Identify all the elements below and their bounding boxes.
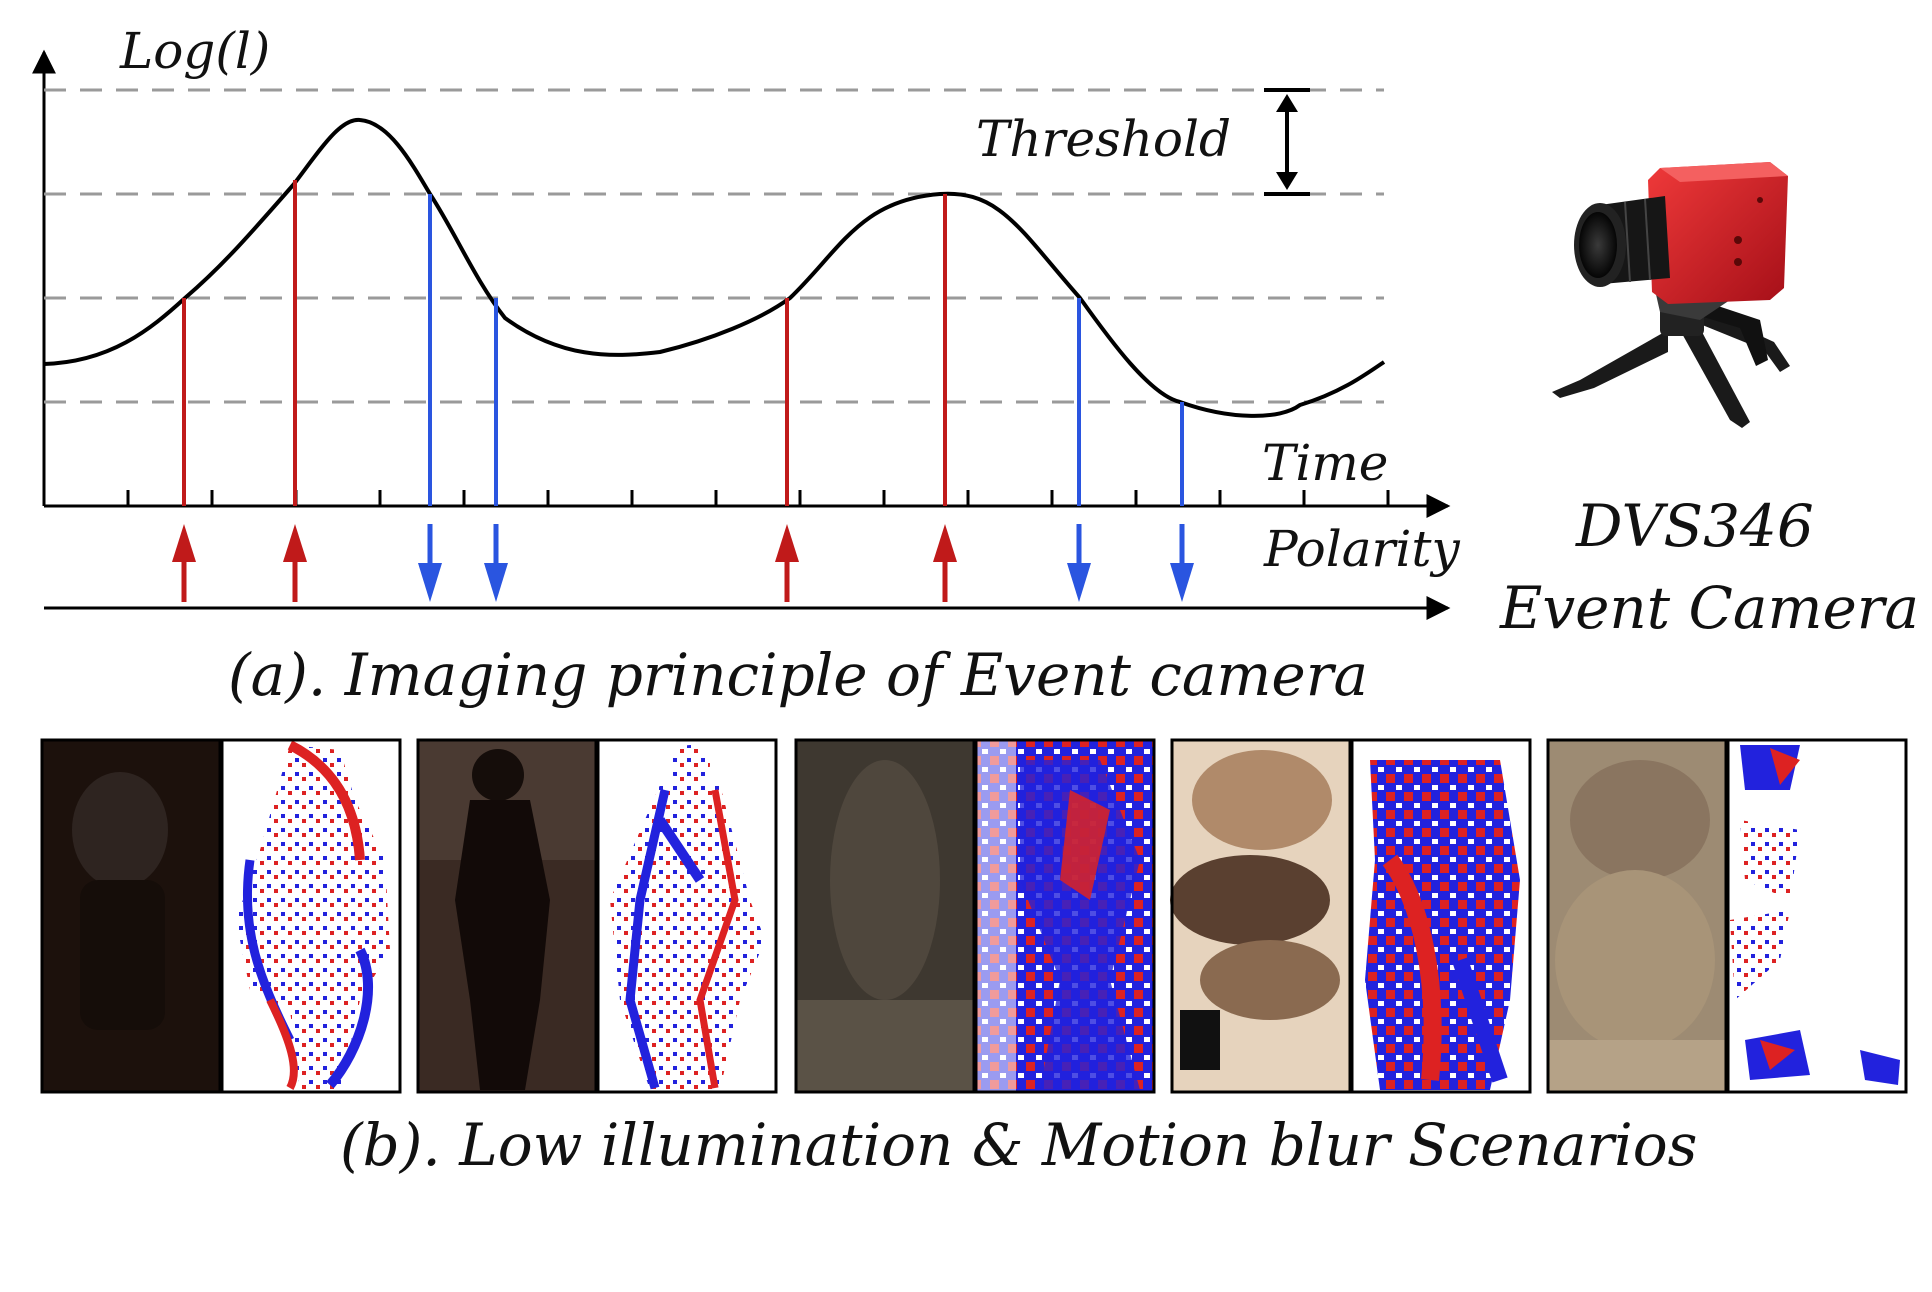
rgb-frame-blurred-beige-scene	[1546, 738, 1728, 1094]
threshold-bracket	[1264, 88, 1310, 196]
positive-polarity-arrow	[283, 524, 307, 602]
caption-a: (a). Imaging principle of Event camera	[228, 641, 1368, 709]
event-frame-5	[1726, 738, 1908, 1094]
camera-name: DVS346	[1575, 492, 1814, 560]
scenario-pair-4	[1170, 738, 1532, 1094]
positive-polarity-arrow	[775, 524, 799, 602]
positive-polarity-arrow	[933, 524, 957, 602]
polarity-axis-label: Polarity	[1263, 520, 1461, 578]
event-stems	[182, 180, 1184, 506]
y-axis-label: Log(l)	[119, 22, 270, 80]
time-ticks	[126, 490, 1390, 506]
rgb-frame-dark-person-back-view	[40, 738, 222, 1094]
polarity-arrows	[172, 524, 1194, 602]
axes	[32, 49, 1451, 620]
dvs346-camera-illustration	[1552, 162, 1790, 428]
caption-b: (b). Low illumination & Motion blur Scen…	[340, 1111, 1697, 1179]
scenario-pair-2	[416, 738, 778, 1094]
scenario-pair-3	[794, 738, 1156, 1094]
threshold-lines	[44, 88, 1384, 404]
rgb-frame-blurred-dark-scene	[794, 738, 976, 1094]
event-frame-3	[974, 738, 1156, 1094]
positive-polarity-arrow	[172, 524, 196, 602]
scenario-pair-5	[1546, 738, 1908, 1094]
rgb-frame-dark-person-silhouette	[416, 738, 598, 1094]
threshold-label: Threshold	[976, 110, 1231, 168]
time-axis-label: Time	[1262, 434, 1388, 492]
event-frame-1	[220, 738, 402, 1094]
event-frame-4	[1350, 738, 1532, 1094]
camera-type: Event Camera	[1499, 574, 1919, 642]
scenario-pair-1	[40, 738, 402, 1094]
scenario-strip	[40, 738, 1908, 1094]
negative-polarity-arrow	[1170, 524, 1194, 602]
negative-polarity-arrow	[418, 524, 442, 602]
rgb-frame-motion-blur-bright-scene	[1170, 738, 1352, 1094]
negative-polarity-arrow	[1067, 524, 1091, 602]
negative-polarity-arrow	[484, 524, 508, 602]
event-frame-2	[596, 738, 778, 1094]
